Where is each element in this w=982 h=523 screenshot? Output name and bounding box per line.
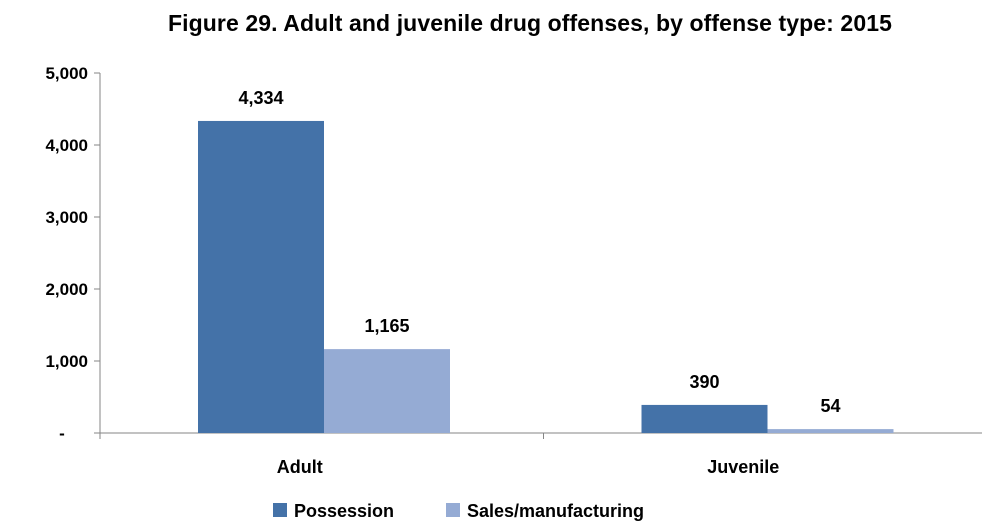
y-axis: - 1,000 2,000 3,000 4,000 5,000 [45,64,101,443]
legend-swatch [273,503,287,517]
data-label: 390 [689,372,719,392]
legend-label: Possession [294,501,394,521]
x-category-label: Adult [277,457,323,477]
legend-swatch [446,503,460,517]
data-labels: 4,334 390 1,165 54 [238,88,840,416]
bar-sales-manufacturing-adult [324,349,450,433]
data-label: 4,334 [238,88,283,108]
y-tick-label: 4,000 [45,136,88,155]
y-tick-label: 3,000 [45,208,88,227]
legend: Possession Sales/manufacturing [273,501,644,521]
bar-sales-manufacturing-juvenile [767,429,894,433]
bar-possession-adult [198,120,324,434]
data-label: 1,165 [364,316,409,336]
data-label: 54 [820,396,840,416]
y-tick-label: 1,000 [45,352,88,371]
legend-label: Sales/manufacturing [467,501,644,521]
y-tick-label: 2,000 [45,280,88,299]
x-axis: Adult Juvenile [99,432,982,477]
y-tick-label: 5,000 [45,64,88,83]
bar-possession-juvenile [641,404,768,433]
x-category-label: Juvenile [707,457,779,477]
bars [198,120,894,434]
y-tick-label: - [59,424,65,443]
chart-title: Figure 29. Adult and juvenile drug offen… [167,10,892,36]
